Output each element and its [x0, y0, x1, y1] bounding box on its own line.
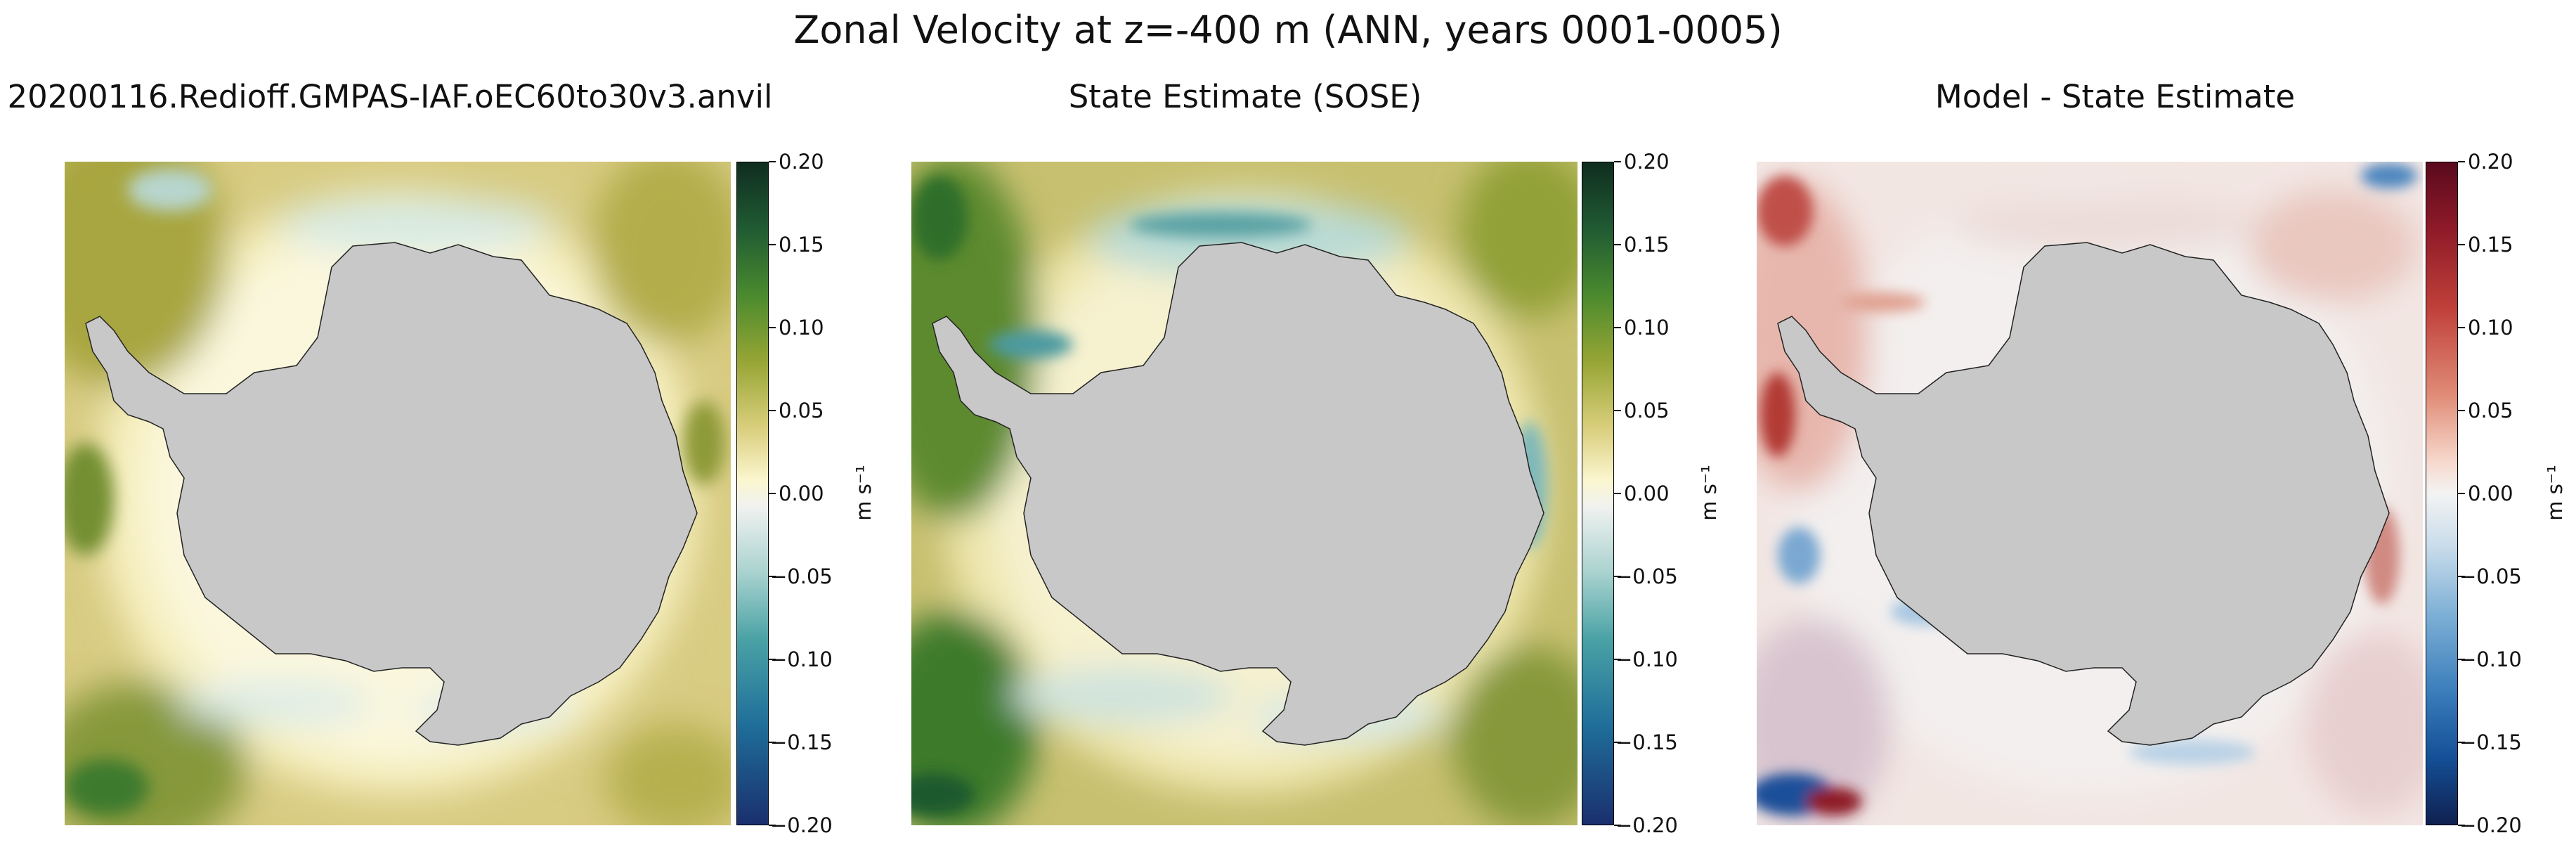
panel-1-tick: 0.15 — [779, 233, 824, 257]
panel-3-tick: −0.20 — [2459, 813, 2522, 837]
panel-3-tick: −0.15 — [2459, 730, 2522, 754]
panel-2-tick: 0.10 — [1624, 316, 1670, 340]
panel-2-tick: −0.10 — [1615, 647, 1678, 671]
panel-2-tick: 0.15 — [1624, 233, 1670, 257]
panel-1-tick: −0.10 — [770, 647, 833, 671]
panel-2-map — [911, 162, 1578, 825]
panel-2-title: State Estimate (SOSE) — [1068, 78, 1422, 115]
panel-3-tick: 0.20 — [2468, 150, 2513, 174]
panel-1-map — [65, 162, 731, 825]
panel-1-title: 20200116.Redioff.GMPAS-IAF.oEC60to30v3.a… — [7, 78, 773, 115]
panel-3-colorbar — [2426, 162, 2458, 825]
panel-2-tick: 0.00 — [1624, 482, 1670, 505]
panel-3-tick: 0.10 — [2468, 316, 2513, 340]
panel-1-tick: 0.10 — [779, 316, 824, 340]
panel-1-tick: 0.05 — [779, 399, 824, 422]
panel-2-tick: −0.05 — [1615, 564, 1678, 588]
panel-2-tick: −0.15 — [1615, 730, 1678, 754]
panel-1-tick: −0.15 — [770, 730, 833, 754]
panel-1-tick: 0.00 — [779, 482, 824, 505]
panel-2-tick: 0.05 — [1624, 399, 1670, 422]
panel-2-colorbar-label: m s⁻¹ — [1697, 465, 1721, 521]
panel-3-tick: −0.10 — [2459, 647, 2522, 671]
panel-3-tick: −0.05 — [2459, 564, 2522, 588]
figure-title: Zonal Velocity at z=-400 m (ANN, years 0… — [793, 8, 1783, 52]
panel-1-tick: 0.20 — [779, 150, 824, 174]
panel-3-tick: 0.15 — [2468, 233, 2513, 257]
panel-3-tick: 0.00 — [2468, 482, 2513, 505]
panel-1-tick: −0.05 — [770, 564, 833, 588]
panel-3-map — [1757, 162, 2423, 825]
panel-3-colorbar-label: m s⁻¹ — [2543, 465, 2567, 521]
panel-1-colorbar-label: m s⁻¹ — [852, 465, 876, 521]
panel-1-colorbar — [736, 162, 769, 825]
panel-1-tick: −0.20 — [770, 813, 833, 837]
panel-2-tick: −0.20 — [1615, 813, 1678, 837]
panel-3-title: Model - State Estimate — [1934, 78, 2296, 115]
panel-3-tick: 0.05 — [2468, 399, 2513, 422]
panel-2-colorbar — [1582, 162, 1614, 825]
panel-2-tick: 0.20 — [1624, 150, 1670, 174]
